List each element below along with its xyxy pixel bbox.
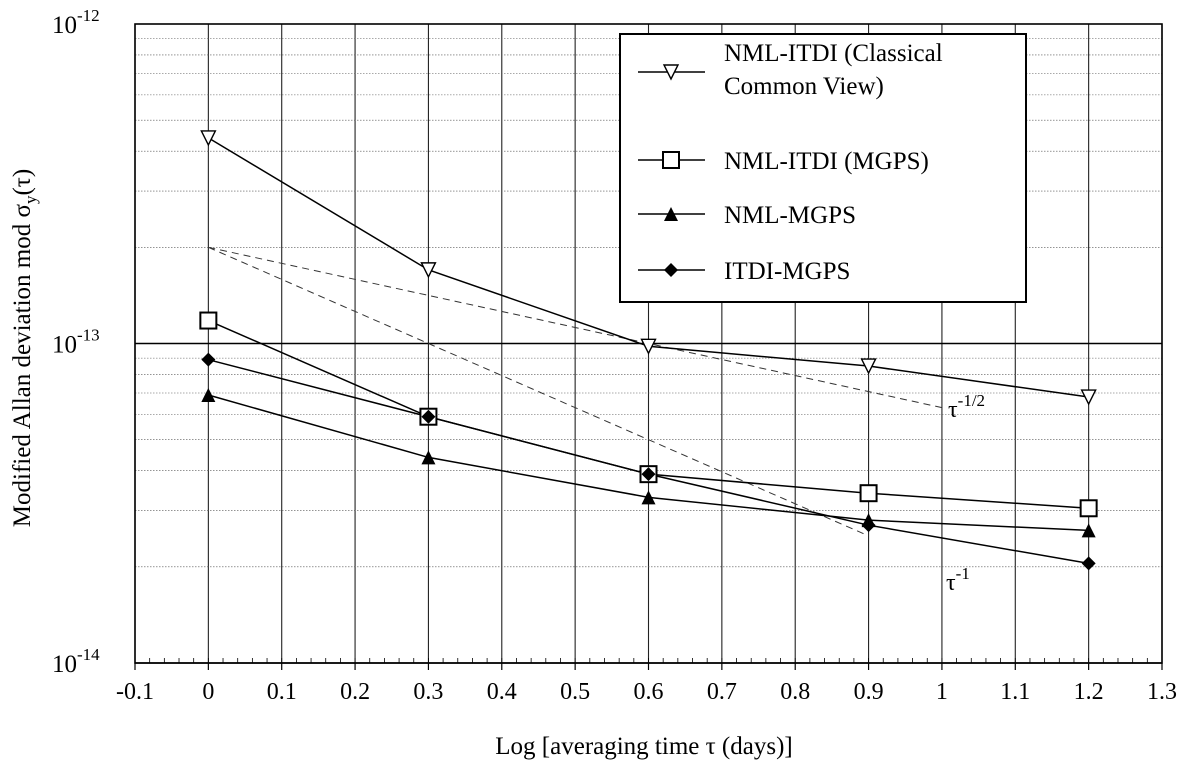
legend-box [619,33,1027,303]
x-tick-label: 1 [936,679,948,705]
reference-slope-line [208,246,943,409]
x-axis-ticks: -0.1 0 0.1 0.2 0.3 0.4 0.5 0.6 0.7 0.8 0.9 1 1.1 1.2 1… [116,658,1177,705]
data-point-marker [664,207,678,221]
data-point-marker [859,484,878,503]
data-point-marker [662,64,680,81]
legend-entry-label: NML-ITDI (Classical [724,40,943,67]
legend-entry-label: Common View) [724,73,884,100]
data-point-marker [860,358,877,375]
legend-entry-label: NML-ITDI (MGPS) [724,148,929,175]
reference-slope-label: τ-1 [946,564,970,596]
legend-entry-label: NML-MGPS [724,202,856,229]
reference-slope-line [208,246,869,537]
data-point-marker [641,490,656,505]
data-point-marker [1081,523,1096,538]
legend-entry-label: ITDI-MGPS [724,258,850,285]
data-point-marker [421,409,436,424]
reference-lines: τ-1/2 τ-1 [208,246,985,596]
y-axis-ticks: 10-12 10-13 10-14 [52,6,100,678]
x-axis-label: Log [averaging time τ (days)] [495,733,792,760]
data-point-marker [662,151,680,169]
data-point-marker [200,130,217,147]
legend: NML-ITDI (Classical Common View) NML-ITDI … [619,33,1027,303]
x-tick-label: 0.8 [780,679,810,705]
data-point-marker [201,387,216,402]
data-point-marker [640,338,657,355]
data-point-marker [199,311,218,330]
data-point-marker [1080,389,1097,406]
data-point-marker [1081,556,1096,571]
x-tick-label: -0.1 [116,679,154,705]
x-tick-label: 0.7 [707,679,737,705]
data-point-marker [421,450,436,465]
x-tick-label: 0.3 [413,679,443,705]
y-tick-label: 10-12 [52,6,100,39]
x-tick-label: 1.2 [1074,679,1104,705]
x-tick-label: 0 [202,679,214,705]
y-tick-label: 10-14 [52,645,100,678]
y-axis-label: Modified Allan deviation mod σy(τ) [9,169,40,527]
x-tick-label: 1.3 [1147,679,1177,705]
x-tick-label: 0.9 [854,679,884,705]
x-tick-label: 0.1 [267,679,297,705]
data-point-marker [1079,499,1098,518]
data-point-marker [664,263,678,277]
data-point-marker [641,467,656,482]
reference-slope-label: τ-1/2 [948,391,985,423]
series-markers [199,130,1098,571]
x-tick-label: 0.6 [634,679,664,705]
data-point-marker [420,262,437,279]
x-tick-label: 0.4 [487,679,517,705]
x-tick-label: 0.5 [560,679,590,705]
y-tick-label: 10-13 [52,326,100,359]
data-point-marker [201,352,216,367]
x-tick-label: 1.1 [1000,679,1030,705]
data-point-marker [861,518,876,533]
x-tick-label: 0.2 [340,679,370,705]
